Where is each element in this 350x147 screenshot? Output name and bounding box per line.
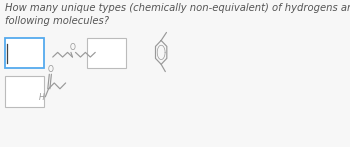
Text: O: O: [70, 43, 75, 52]
Bar: [5, 38, 44, 68]
Bar: [5, 76, 44, 107]
Text: H: H: [39, 93, 45, 102]
Text: How many unique types (chemically non-equivalent) of hydrogens are in each of th: How many unique types (chemically non-eq…: [5, 3, 350, 26]
Bar: [87, 38, 126, 68]
Text: O: O: [48, 65, 54, 74]
